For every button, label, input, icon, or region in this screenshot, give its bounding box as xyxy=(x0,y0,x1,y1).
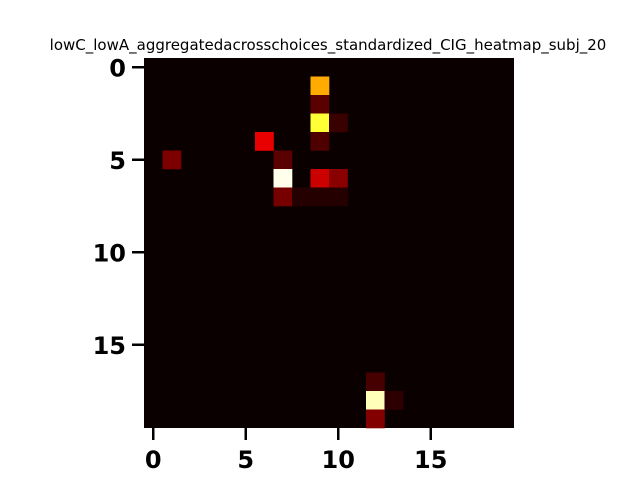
x-tick-label: 10 xyxy=(322,446,355,474)
heatmap-cell xyxy=(310,187,330,207)
heatmap-cell xyxy=(273,187,293,207)
heatmap-cell xyxy=(329,113,348,133)
chart-title: lowC_lowA_aggregatedacrosschoices_standa… xyxy=(50,36,607,55)
heatmap-cell xyxy=(366,409,385,429)
heatmap-cell xyxy=(310,76,330,96)
heatmap-axes: 0 5 10 15 0 5 10 15 xyxy=(93,54,448,474)
heatmap-cell xyxy=(310,95,330,114)
heatmap-cell xyxy=(273,169,293,188)
heatmap-cell xyxy=(255,132,274,151)
heatmap-cells xyxy=(144,58,514,429)
heatmap-cell xyxy=(310,113,330,133)
heatmap-cell xyxy=(366,391,385,410)
x-tick-label: 15 xyxy=(414,446,447,474)
y-tick-label: 5 xyxy=(109,147,126,175)
heatmap-cell xyxy=(310,132,330,151)
y-tick-label: 0 xyxy=(109,54,126,82)
heatmap-cell xyxy=(329,187,348,207)
x-tick-label: 0 xyxy=(145,446,162,474)
heatmap-cell xyxy=(162,150,182,170)
heatmap-cell xyxy=(366,372,385,392)
heatmap-cell xyxy=(384,391,404,410)
y-tick-label: 15 xyxy=(93,332,126,360)
heatmap-cell xyxy=(310,169,330,188)
heatmap-cell xyxy=(273,150,293,170)
x-tick-label: 5 xyxy=(237,446,254,474)
heatmap-cell xyxy=(329,169,348,188)
heatmap-cell xyxy=(292,187,311,207)
y-tick-label: 10 xyxy=(93,239,126,267)
